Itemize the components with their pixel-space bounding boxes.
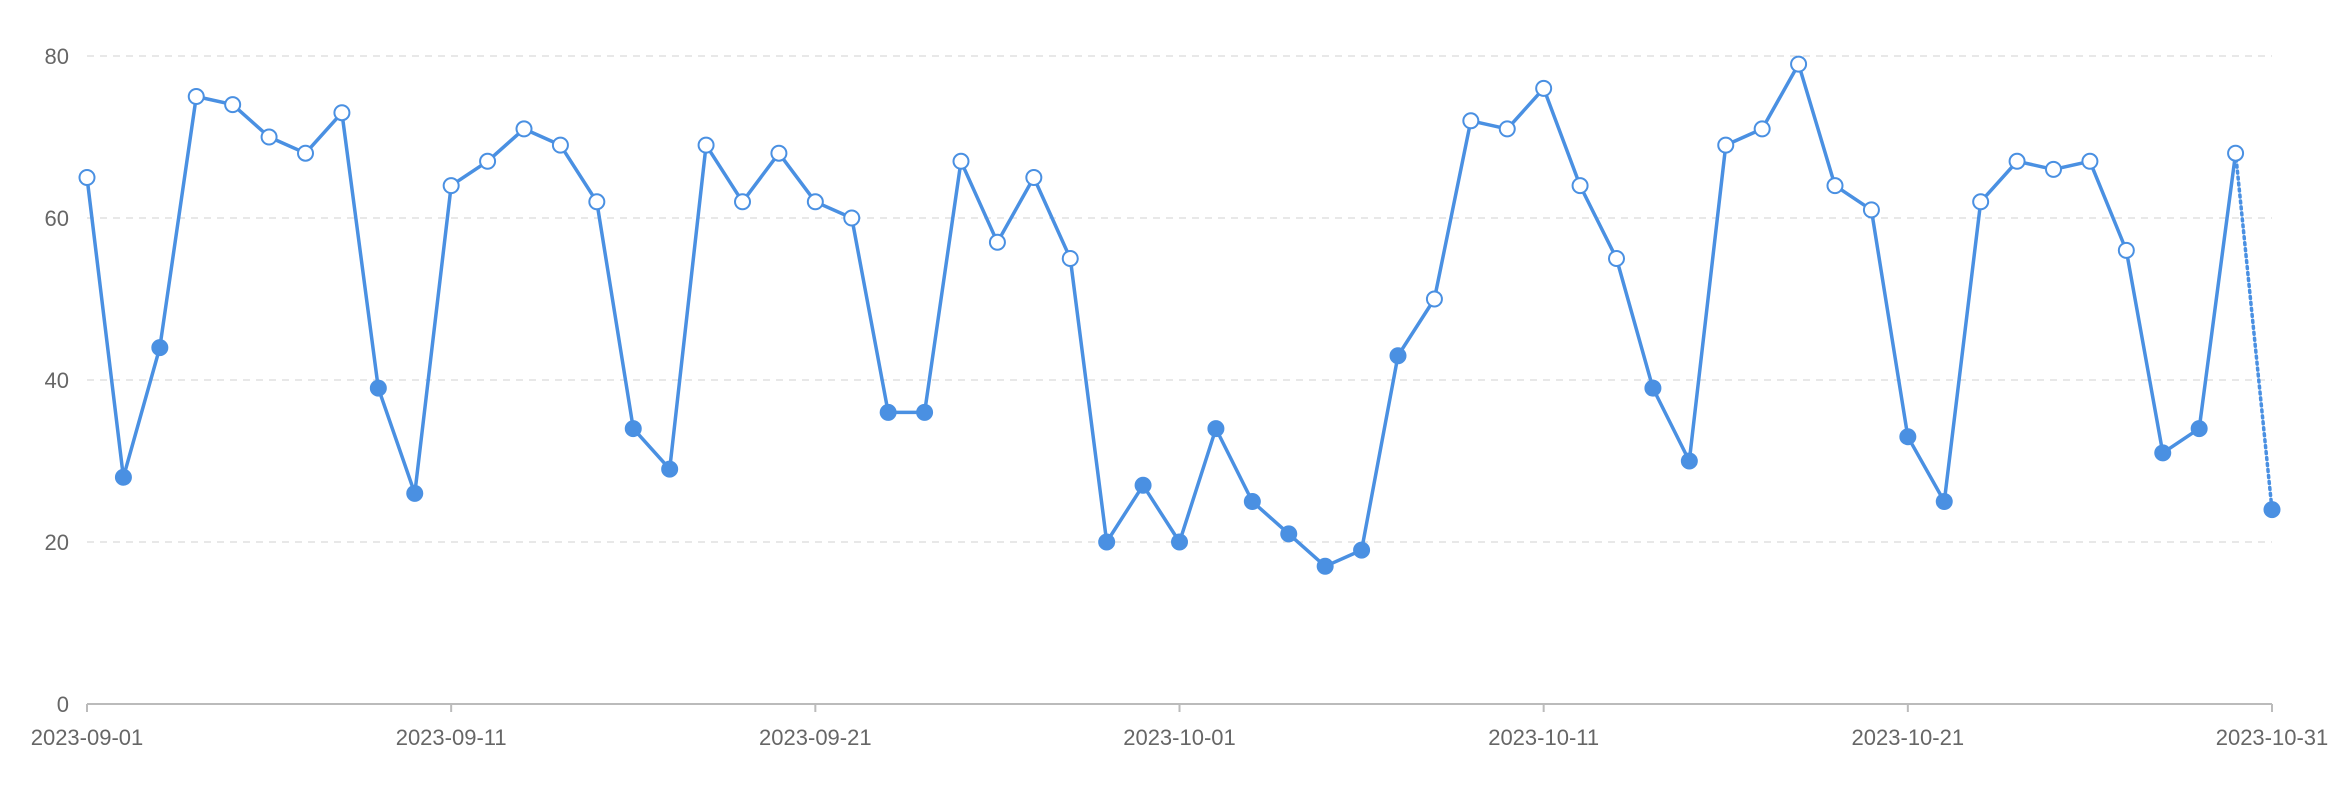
data-point-filled[interactable]	[1935, 493, 1953, 510]
data-point-hollow[interactable]	[1571, 177, 1589, 195]
y-tick-label: 40	[45, 368, 69, 393]
data-point-hollow[interactable]	[479, 152, 497, 170]
data-point-hollow[interactable]	[806, 193, 824, 211]
data-point-filled[interactable]	[369, 379, 387, 397]
data-point-hollow[interactable]	[1826, 177, 1844, 195]
data-point-hollow[interactable]	[442, 177, 460, 195]
data-point-filled[interactable]	[1389, 347, 1407, 365]
y-tick-label: 0	[57, 692, 69, 717]
data-point-filled[interactable]	[879, 403, 897, 421]
data-point-filled[interactable]	[406, 484, 424, 502]
data-point-hollow[interactable]	[1061, 250, 1079, 267]
data-point-filled[interactable]	[1243, 493, 1261, 510]
data-point-filled[interactable]	[2190, 420, 2208, 438]
x-tick-label: 2023-10-01	[1123, 725, 1236, 750]
data-point-filled[interactable]	[1899, 428, 1917, 446]
data-point-filled[interactable]	[2263, 501, 2281, 519]
data-point-hollow[interactable]	[260, 128, 278, 146]
gridlines	[87, 55, 2272, 543]
data-point-hollow[interactable]	[187, 88, 205, 105]
data-point-hollow[interactable]	[333, 104, 351, 122]
data-point-filled[interactable]	[624, 420, 642, 438]
data-point-hollow[interactable]	[2081, 152, 2099, 170]
data-point-hollow[interactable]	[1862, 201, 1880, 219]
data-point-hollow[interactable]	[2117, 241, 2135, 259]
y-tick-label: 80	[45, 44, 69, 69]
data-point-hollow[interactable]	[1462, 112, 1480, 130]
x-tick-label: 2023-10-11	[1488, 725, 1599, 750]
data-point-filled[interactable]	[1644, 379, 1662, 397]
y-axis-ticks: 0 20 40 60 80	[45, 44, 69, 717]
data-point-filled[interactable]	[1171, 533, 1188, 551]
data-point-hollow[interactable]	[224, 96, 242, 114]
x-tick-label: 2023-09-11	[396, 725, 507, 750]
x-tick-label: 2023-10-21	[1852, 725, 1965, 750]
data-point-hollow[interactable]	[2008, 152, 2026, 170]
data-point-hollow[interactable]	[551, 136, 569, 154]
y-tick-label: 60	[45, 206, 69, 231]
x-tick-label: 2023-10-31	[2216, 725, 2329, 750]
data-point-hollow[interactable]	[1535, 79, 1553, 97]
data-point-hollow[interactable]	[297, 144, 314, 162]
data-point-filled[interactable]	[1280, 525, 1298, 543]
data-point-filled[interactable]	[2154, 444, 2172, 462]
data-point-filled[interactable]	[661, 460, 679, 478]
data-point-hollow[interactable]	[2227, 144, 2245, 162]
data-point-hollow[interactable]	[843, 209, 861, 227]
data-point-filled[interactable]	[1098, 533, 1116, 551]
data-point-hollow[interactable]	[697, 136, 715, 154]
data-point-filled[interactable]	[1207, 420, 1225, 438]
data-point-filled[interactable]	[1134, 476, 1152, 494]
data-point-hollow[interactable]	[515, 120, 533, 138]
series-line	[85, 62, 2274, 569]
data-point-hollow[interactable]	[1608, 250, 1625, 267]
data-point-hollow[interactable]	[78, 169, 96, 186]
series-points	[78, 55, 2281, 575]
data-point-hollow[interactable]	[588, 193, 606, 211]
data-point-hollow[interactable]	[1498, 120, 1516, 138]
data-point-filled[interactable]	[1316, 557, 1334, 575]
data-point-hollow[interactable]	[1753, 120, 1771, 138]
data-point-filled[interactable]	[151, 339, 169, 357]
data-point-hollow[interactable]	[1025, 169, 1043, 186]
data-point-hollow[interactable]	[952, 152, 970, 170]
data-point-hollow[interactable]	[988, 233, 1006, 251]
data-point-filled[interactable]	[114, 468, 132, 486]
data-point-hollow[interactable]	[2045, 160, 2062, 178]
x-tick-label: 2023-09-21	[759, 725, 872, 750]
data-point-filled[interactable]	[1680, 452, 1698, 470]
data-point-hollow[interactable]	[1425, 290, 1443, 308]
data-point-hollow[interactable]	[770, 144, 788, 162]
series-line-solid	[85, 62, 2238, 569]
series-line-dotted	[2233, 151, 2274, 512]
data-point-hollow[interactable]	[734, 193, 751, 211]
data-point-hollow[interactable]	[1717, 136, 1735, 154]
data-point-filled[interactable]	[916, 403, 934, 421]
y-tick-label: 20	[45, 530, 69, 555]
x-tick-label: 2023-09-01	[31, 725, 144, 750]
x-axis: 2023-09-01 2023-09-11 2023-09-21 2023-10-01…	[31, 703, 2329, 750]
data-point-filled[interactable]	[1353, 541, 1371, 559]
data-point-hollow[interactable]	[1790, 55, 1808, 73]
data-point-hollow[interactable]	[1972, 193, 1990, 211]
